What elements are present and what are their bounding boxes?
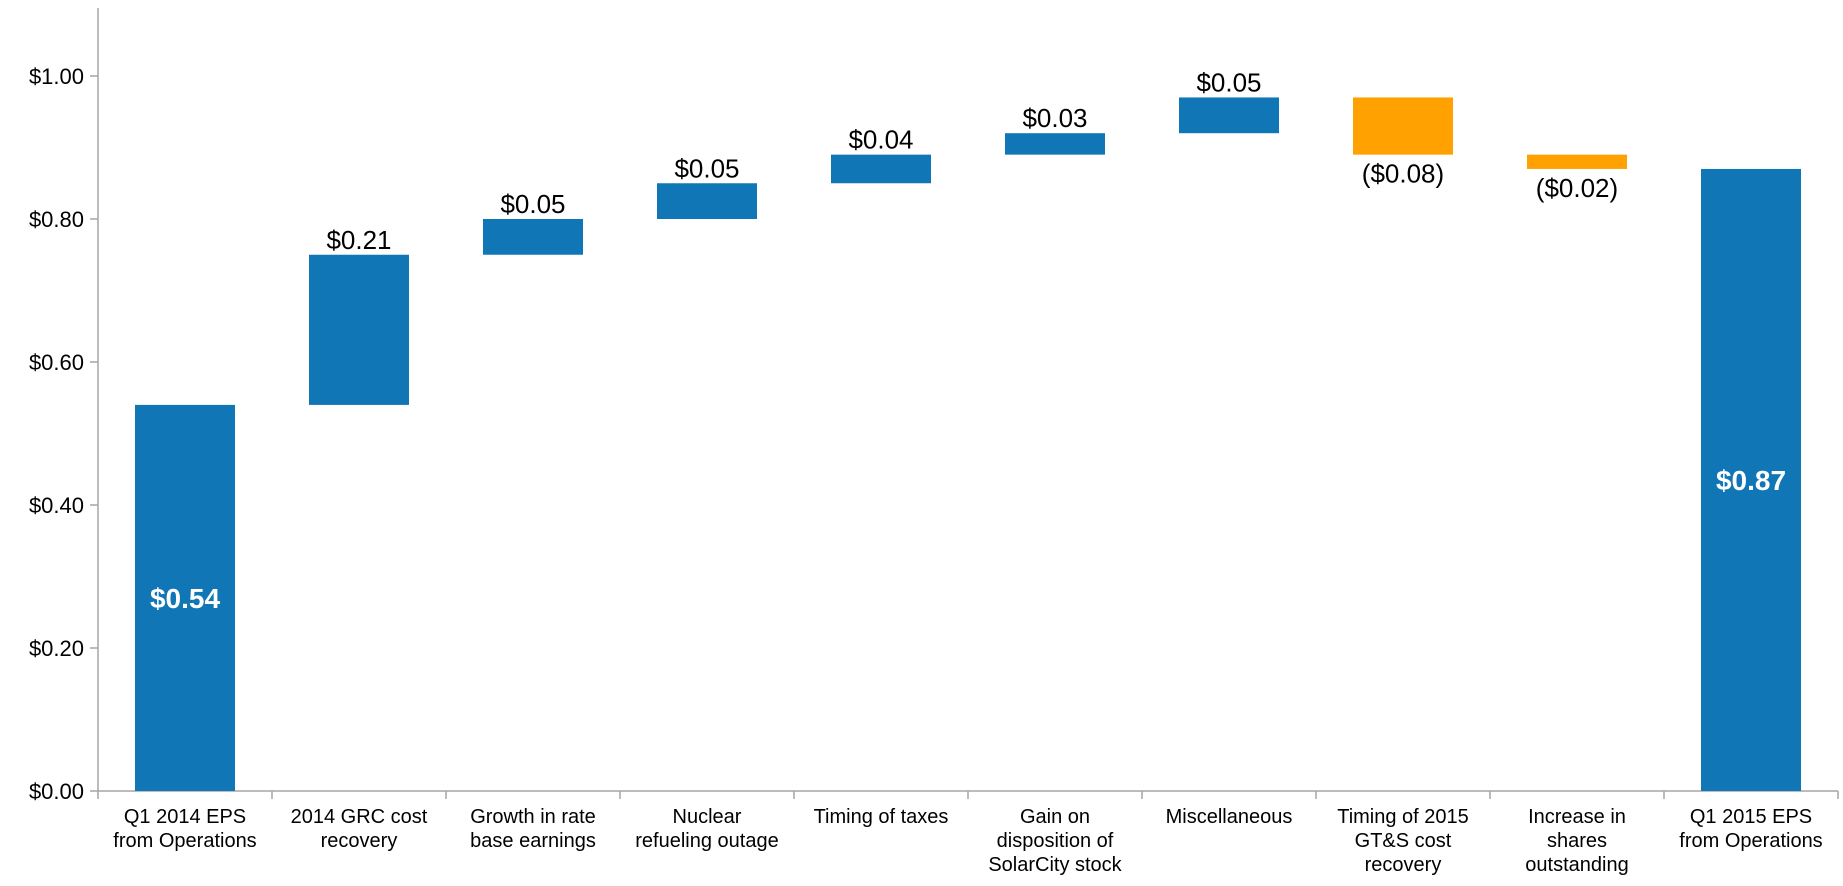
bar: [831, 154, 931, 184]
x-category-label: Growth in rate: [470, 806, 596, 828]
bar: [657, 183, 757, 219]
y-tick-label: $0.80: [29, 207, 84, 232]
bar-value-label: $0.04: [848, 125, 913, 155]
x-category-label: from Operations: [1679, 830, 1822, 852]
bar-value-label: $0.21: [326, 225, 391, 255]
bar-value-label: $0.05: [500, 189, 565, 219]
bar-value-label: ($0.08): [1362, 159, 1444, 189]
bar: [135, 404, 235, 791]
y-tick-label: $1.00: [29, 64, 84, 89]
x-category-label: refueling outage: [635, 830, 778, 852]
y-tick-label: $0.00: [29, 779, 84, 804]
y-tick-label: $0.40: [29, 493, 84, 518]
x-category-label: shares: [1547, 830, 1607, 852]
x-category-label: Q1 2014 EPS: [124, 806, 246, 828]
x-category-label: Q1 2015 EPS: [1690, 806, 1812, 828]
bar: [483, 219, 583, 255]
bar-value-label: ($0.02): [1536, 173, 1618, 203]
bar: [1179, 97, 1279, 134]
x-category-label: Nuclear: [673, 806, 742, 828]
x-category-label: Timing of 2015: [1337, 806, 1469, 828]
bar-value-label: $0.05: [1196, 67, 1261, 97]
x-category-label: Miscellaneous: [1166, 806, 1293, 828]
x-category-label: Gain on: [1020, 806, 1090, 828]
bar: [1527, 154, 1627, 169]
x-category-label: Increase in: [1528, 806, 1626, 828]
bar-value-label: $0.05: [674, 153, 739, 183]
bar-value-label: $0.03: [1022, 103, 1087, 133]
bar: [1005, 133, 1105, 155]
x-category-label: Timing of taxes: [814, 806, 949, 828]
x-category-label: outstanding: [1525, 854, 1628, 876]
x-category-label: base earnings: [470, 830, 596, 852]
bar: [1353, 97, 1453, 155]
y-tick-label: $0.20: [29, 636, 84, 661]
y-tick-label: $0.60: [29, 350, 84, 375]
bar-value-label: $0.54: [150, 583, 220, 614]
x-category-label: recovery: [321, 830, 398, 852]
x-category-label: SolarCity stock: [988, 854, 1122, 876]
bar-value-label: $0.87: [1716, 465, 1786, 496]
x-category-label: 2014 GRC cost: [291, 806, 428, 828]
x-category-label: GT&S cost: [1355, 830, 1452, 852]
bar: [1701, 168, 1801, 791]
bar: [309, 254, 409, 405]
x-category-label: disposition of: [997, 830, 1114, 852]
x-category-label: from Operations: [113, 830, 256, 852]
x-category-label: recovery: [1365, 854, 1442, 876]
